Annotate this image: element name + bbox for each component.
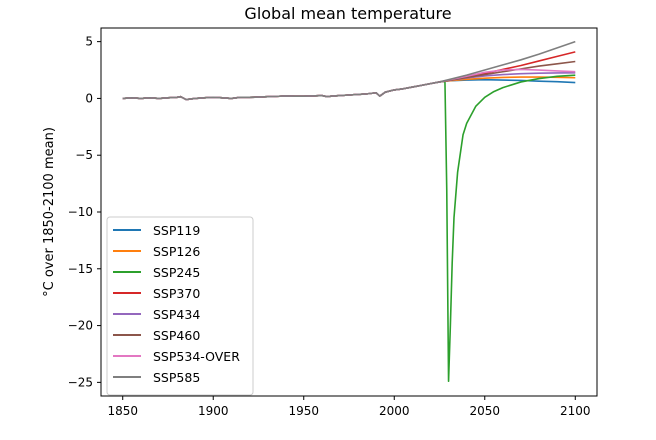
y-axis-label: °C over 1850-2100 mean) [42, 127, 57, 297]
y-tick-label: −10 [68, 205, 93, 219]
y-tick-label: −15 [68, 262, 93, 276]
legend-label-ssp245: SSP245 [153, 265, 200, 280]
y-tick-label: −25 [68, 375, 93, 389]
x-tick-label: 2050 [469, 404, 500, 418]
legend-label-ssp119: SSP119 [153, 223, 200, 238]
legend-box [106, 216, 254, 396]
chart-title: Global mean temperature [244, 4, 451, 23]
x-tick-label: 2000 [379, 404, 410, 418]
series-line-ssp585 [439, 40, 576, 83]
legend-label-ssp434: SSP434 [153, 307, 200, 322]
legend-label-ssp370: SSP370 [153, 286, 200, 301]
legend-label-ssp126: SSP126 [153, 244, 200, 259]
plot-area: 1850 1900 1950 2000 2050 2100 5 0 −5 −10 −15 −20 −25… [68, 27, 598, 418]
y-tick-label: 5 [85, 35, 93, 49]
legend-label-ssp585: SSP585 [153, 370, 200, 385]
historical-line-ssp585 [122, 81, 440, 101]
x-tick-label: 1900 [198, 404, 229, 418]
series-line-ssp245 [439, 74, 576, 383]
x-tick-label: 2100 [560, 404, 591, 418]
x-tick-label: 1850 [107, 404, 138, 418]
y-tick-label: −5 [75, 148, 93, 162]
y-tick-label: 0 [85, 91, 93, 105]
series-line-ssp460 [439, 60, 576, 83]
legend-label-ssp460: SSP460 [153, 328, 200, 343]
legend-label-ssp534-over: SSP534-OVER [153, 349, 240, 364]
x-tick-label: 1950 [288, 404, 319, 418]
y-tick-label: −20 [68, 319, 93, 333]
